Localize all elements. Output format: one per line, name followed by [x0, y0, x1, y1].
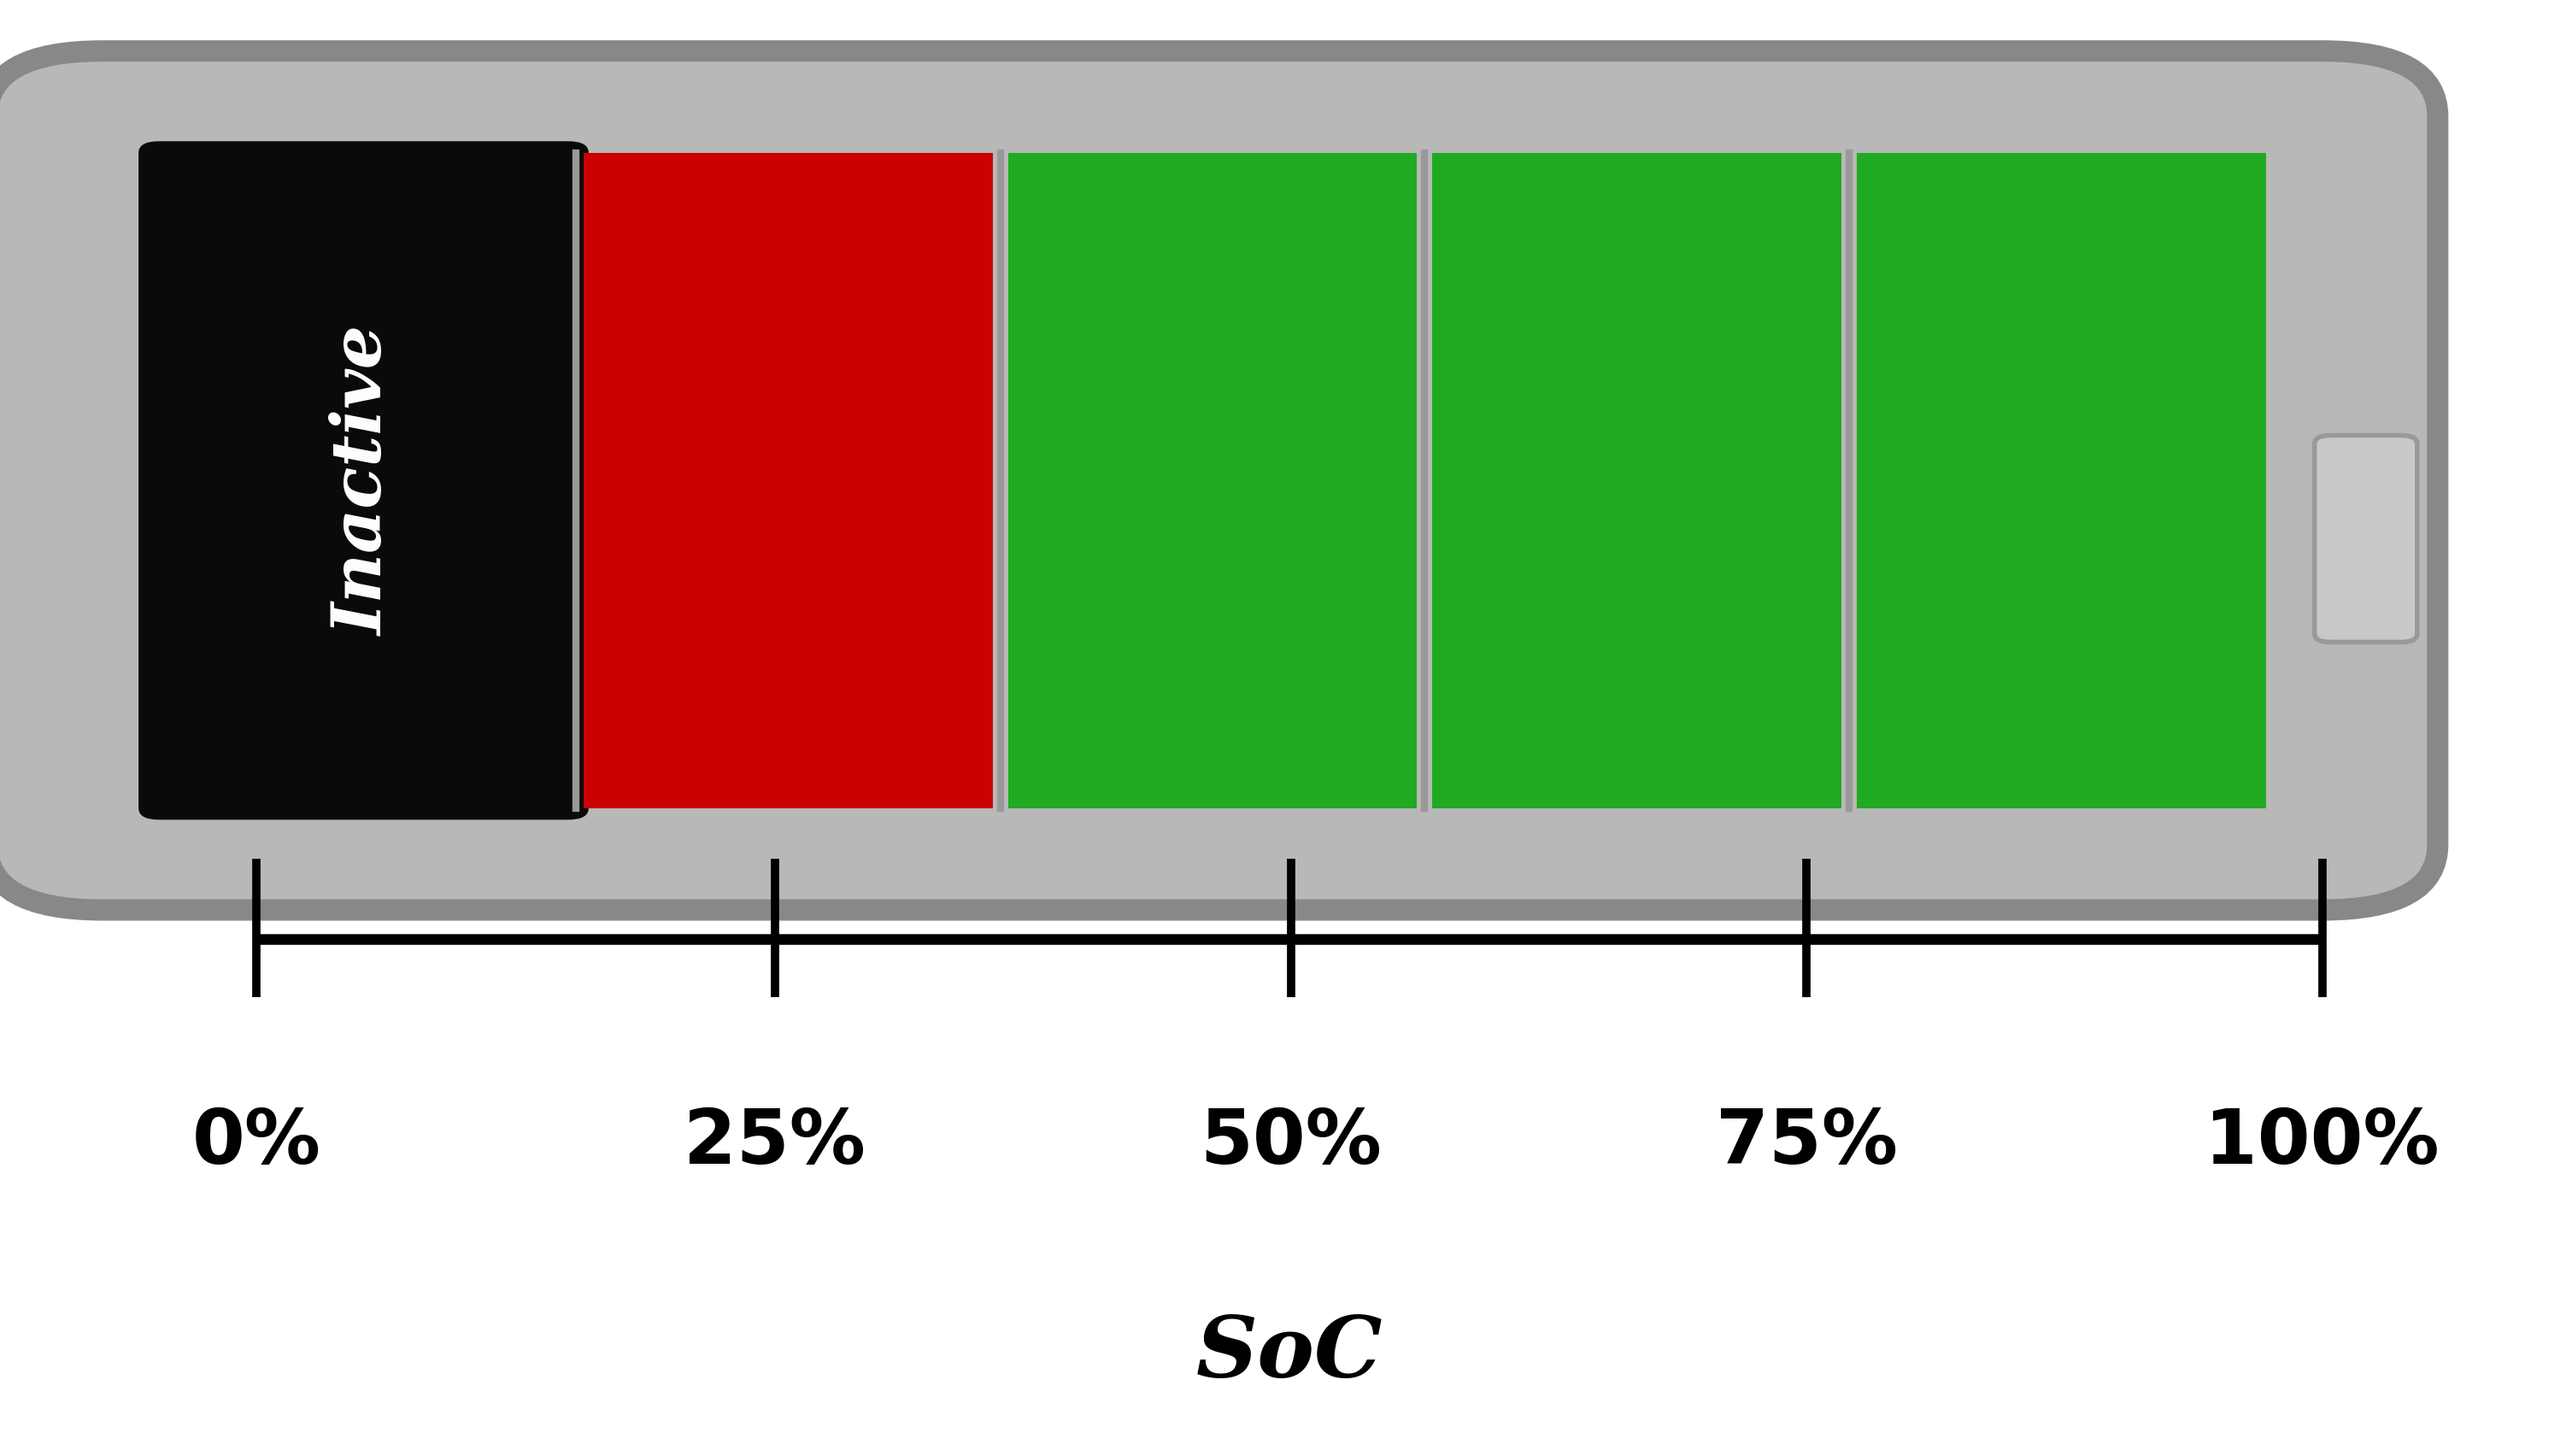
- Bar: [1008, 153, 1416, 808]
- Text: 25%: 25%: [685, 1105, 865, 1181]
- Text: 50%: 50%: [1201, 1105, 1381, 1181]
- Text: 75%: 75%: [1717, 1105, 1896, 1181]
- Bar: [1432, 153, 1842, 808]
- Bar: [582, 153, 993, 808]
- Text: 0%: 0%: [192, 1105, 321, 1181]
- Bar: [1858, 153, 2266, 808]
- Text: 100%: 100%: [2204, 1105, 2440, 1181]
- Text: Inactive: Inactive: [331, 325, 398, 636]
- FancyBboxPatch shape: [2315, 435, 2417, 642]
- Text: SoC: SoC: [1196, 1313, 1383, 1395]
- FancyBboxPatch shape: [0, 51, 2438, 910]
- FancyBboxPatch shape: [139, 141, 588, 820]
